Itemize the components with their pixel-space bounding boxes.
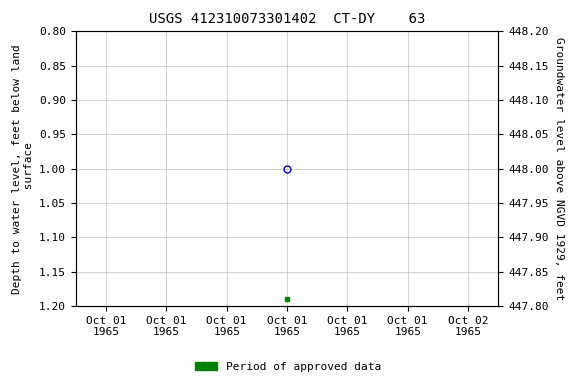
- Y-axis label: Depth to water level, feet below land
 surface: Depth to water level, feet below land su…: [12, 44, 33, 294]
- Legend: Period of approved data: Period of approved data: [191, 358, 385, 377]
- Title: USGS 412310073301402  CT-DY    63: USGS 412310073301402 CT-DY 63: [149, 12, 425, 26]
- Y-axis label: Groundwater level above NGVD 1929, feet: Groundwater level above NGVD 1929, feet: [554, 37, 564, 300]
